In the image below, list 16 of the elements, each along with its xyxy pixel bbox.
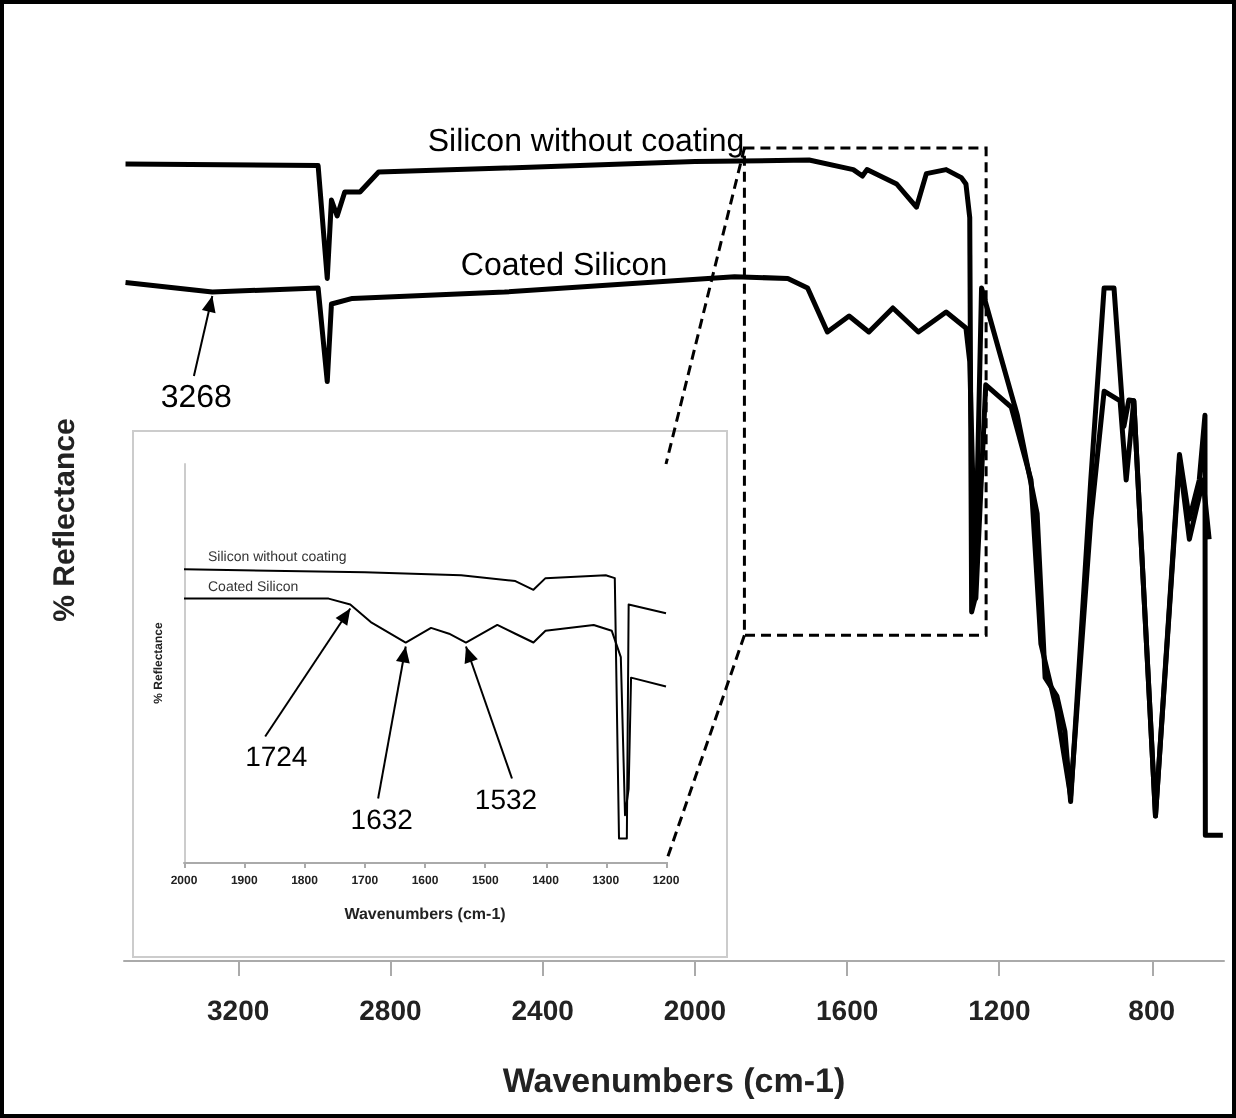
x-tick-label: 2400	[511, 994, 575, 1026]
series-label: Coated Silicon	[460, 249, 668, 283]
x-axis-title: Wavenumbers (cm-1)	[344, 905, 507, 923]
x-tick-label: 3200	[207, 994, 270, 1026]
x-tick-label: 1200	[968, 994, 1031, 1026]
x-tick-label: 800	[1128, 994, 1176, 1026]
annotation: 3268	[160, 381, 233, 415]
annotation: 1724	[245, 740, 308, 773]
series-label: Silicon without coating	[427, 125, 745, 159]
y-axis-title: % Reflectance	[48, 418, 82, 622]
annotation: 1532	[474, 782, 538, 815]
x-tick-label: 2000	[663, 994, 727, 1026]
x-tick-label: 2800	[359, 994, 422, 1026]
x-tick-label: 1600	[816, 994, 879, 1026]
annotation: 1632	[350, 802, 414, 835]
x-axis-title: Wavenumbers (cm-1)	[502, 1062, 846, 1100]
